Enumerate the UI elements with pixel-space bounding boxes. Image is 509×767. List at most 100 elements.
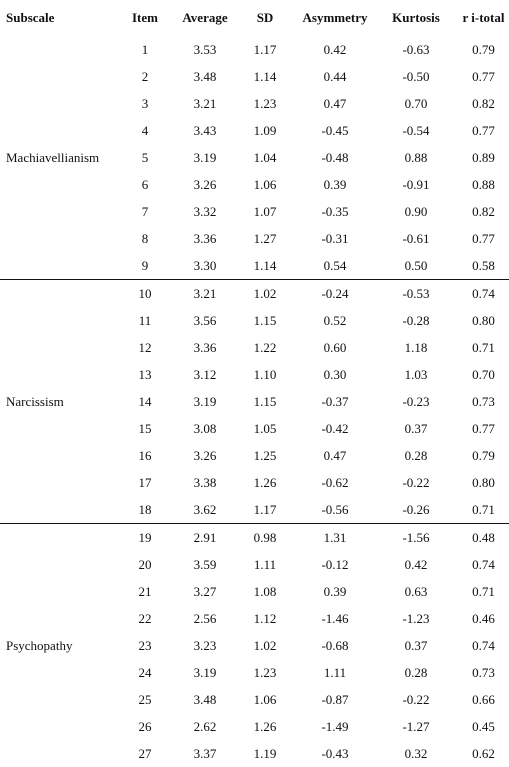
asymmetry-cell: 1.31 bbox=[290, 524, 380, 552]
header-item: Item bbox=[120, 0, 170, 36]
kurtosis-cell: 0.88 bbox=[380, 144, 452, 171]
sd-cell: 1.25 bbox=[240, 442, 290, 469]
kurtosis-cell: 1.03 bbox=[380, 361, 452, 388]
item-cell: 23 bbox=[120, 632, 170, 659]
item-cell: 16 bbox=[120, 442, 170, 469]
kurtosis-cell: -0.54 bbox=[380, 117, 452, 144]
sd-cell: 1.07 bbox=[240, 198, 290, 225]
header-average: Average bbox=[170, 0, 240, 36]
asymmetry-cell: 0.47 bbox=[290, 90, 380, 117]
item-cell: 14 bbox=[120, 388, 170, 415]
sd-cell: 1.19 bbox=[240, 740, 290, 767]
average-cell: 3.36 bbox=[170, 334, 240, 361]
average-cell: 3.08 bbox=[170, 415, 240, 442]
kurtosis-cell: 1.18 bbox=[380, 334, 452, 361]
asymmetry-cell: 0.39 bbox=[290, 578, 380, 605]
r-item-total-cell: 0.80 bbox=[452, 307, 509, 334]
r-item-total-cell: 0.82 bbox=[452, 198, 509, 225]
kurtosis-cell: -0.61 bbox=[380, 225, 452, 252]
kurtosis-cell: -0.91 bbox=[380, 171, 452, 198]
r-item-total-cell: 0.79 bbox=[452, 36, 509, 63]
r-item-total-cell: 0.80 bbox=[452, 469, 509, 496]
kurtosis-cell: -1.56 bbox=[380, 524, 452, 552]
kurtosis-cell: 0.42 bbox=[380, 551, 452, 578]
table-header: Subscale Item Average SD Asymmetry Kurto… bbox=[0, 0, 509, 36]
item-cell: 17 bbox=[120, 469, 170, 496]
kurtosis-cell: 0.90 bbox=[380, 198, 452, 225]
r-item-total-cell: 0.82 bbox=[452, 90, 509, 117]
item-cell: 2 bbox=[120, 63, 170, 90]
r-item-total-cell: 0.77 bbox=[452, 415, 509, 442]
item-cell: 5 bbox=[120, 144, 170, 171]
average-cell: 3.19 bbox=[170, 144, 240, 171]
kurtosis-cell: -0.63 bbox=[380, 36, 452, 63]
item-cell: 12 bbox=[120, 334, 170, 361]
average-cell: 3.43 bbox=[170, 117, 240, 144]
kurtosis-cell: 0.28 bbox=[380, 442, 452, 469]
sd-cell: 1.10 bbox=[240, 361, 290, 388]
sd-cell: 1.02 bbox=[240, 632, 290, 659]
r-item-total-cell: 0.77 bbox=[452, 63, 509, 90]
asymmetry-cell: 0.52 bbox=[290, 307, 380, 334]
average-cell: 2.91 bbox=[170, 524, 240, 552]
kurtosis-cell: 0.37 bbox=[380, 632, 452, 659]
asymmetry-cell: -0.48 bbox=[290, 144, 380, 171]
header-kurtosis: Kurtosis bbox=[380, 0, 452, 36]
item-cell: 18 bbox=[120, 496, 170, 524]
kurtosis-cell: 0.70 bbox=[380, 90, 452, 117]
item-cell: 10 bbox=[120, 280, 170, 308]
item-cell: 26 bbox=[120, 713, 170, 740]
item-cell: 15 bbox=[120, 415, 170, 442]
kurtosis-cell: 0.32 bbox=[380, 740, 452, 767]
header-row: Subscale Item Average SD Asymmetry Kurto… bbox=[0, 0, 509, 36]
item-cell: 22 bbox=[120, 605, 170, 632]
average-cell: 2.62 bbox=[170, 713, 240, 740]
average-cell: 3.19 bbox=[170, 659, 240, 686]
asymmetry-cell: -1.49 bbox=[290, 713, 380, 740]
r-item-total-cell: 0.66 bbox=[452, 686, 509, 713]
r-item-total-cell: 0.77 bbox=[452, 117, 509, 144]
sd-cell: 1.14 bbox=[240, 63, 290, 90]
r-item-total-cell: 0.74 bbox=[452, 280, 509, 308]
kurtosis-cell: 0.37 bbox=[380, 415, 452, 442]
r-item-total-cell: 0.89 bbox=[452, 144, 509, 171]
kurtosis-cell: -0.53 bbox=[380, 280, 452, 308]
item-cell: 1 bbox=[120, 36, 170, 63]
sd-cell: 1.23 bbox=[240, 659, 290, 686]
sd-cell: 1.06 bbox=[240, 686, 290, 713]
kurtosis-cell: -0.22 bbox=[380, 469, 452, 496]
sd-cell: 1.26 bbox=[240, 713, 290, 740]
kurtosis-cell: 0.50 bbox=[380, 252, 452, 280]
header-subscale: Subscale bbox=[0, 0, 120, 36]
r-item-total-cell: 0.79 bbox=[452, 442, 509, 469]
average-cell: 3.56 bbox=[170, 307, 240, 334]
average-cell: 3.38 bbox=[170, 469, 240, 496]
average-cell: 3.30 bbox=[170, 252, 240, 280]
asymmetry-cell: -1.46 bbox=[290, 605, 380, 632]
sd-cell: 1.15 bbox=[240, 307, 290, 334]
average-cell: 3.62 bbox=[170, 496, 240, 524]
average-cell: 3.12 bbox=[170, 361, 240, 388]
header-sd: SD bbox=[240, 0, 290, 36]
asymmetry-cell: 0.47 bbox=[290, 442, 380, 469]
item-cell: 6 bbox=[120, 171, 170, 198]
item-cell: 3 bbox=[120, 90, 170, 117]
average-cell: 3.19 bbox=[170, 388, 240, 415]
asymmetry-cell: 0.54 bbox=[290, 252, 380, 280]
sd-cell: 1.15 bbox=[240, 388, 290, 415]
kurtosis-cell: -0.28 bbox=[380, 307, 452, 334]
sd-cell: 1.09 bbox=[240, 117, 290, 144]
sd-cell: 1.14 bbox=[240, 252, 290, 280]
average-cell: 3.32 bbox=[170, 198, 240, 225]
sd-cell: 1.06 bbox=[240, 171, 290, 198]
item-cell: 13 bbox=[120, 361, 170, 388]
item-cell: 24 bbox=[120, 659, 170, 686]
kurtosis-cell: 0.63 bbox=[380, 578, 452, 605]
item-cell: 25 bbox=[120, 686, 170, 713]
average-cell: 3.23 bbox=[170, 632, 240, 659]
asymmetry-cell: -0.24 bbox=[290, 280, 380, 308]
sd-cell: 1.17 bbox=[240, 36, 290, 63]
sd-cell: 1.23 bbox=[240, 90, 290, 117]
asymmetry-cell: 0.39 bbox=[290, 171, 380, 198]
item-cell: 27 bbox=[120, 740, 170, 767]
